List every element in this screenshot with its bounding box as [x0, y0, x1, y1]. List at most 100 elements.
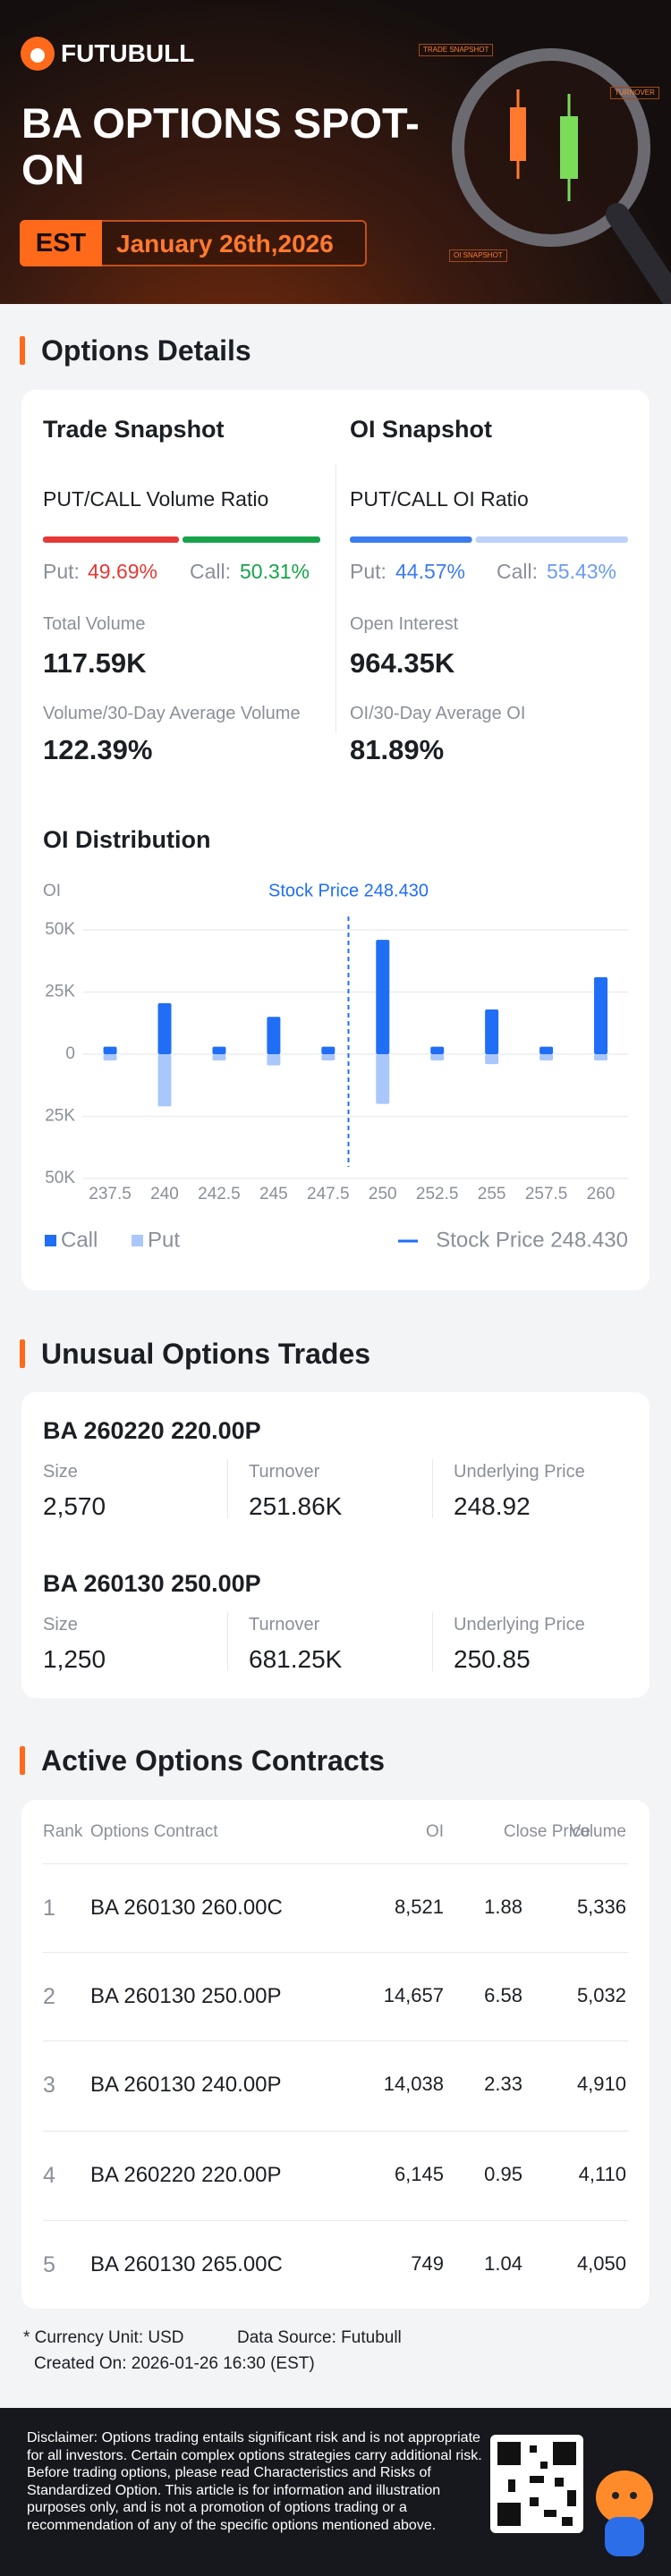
y-tick-label: 25K	[45, 1107, 75, 1126]
cell: 1.88	[484, 1896, 522, 1918]
bar	[430, 1054, 445, 1060]
field-label: Turnover	[249, 1615, 320, 1634]
metric-label: Total Volume	[43, 614, 146, 634]
header: FUTUBULL TRADE SNAPSHOT TURNOVER OI SNAP…	[0, 0, 671, 304]
field-value: 2,570	[43, 1492, 106, 1520]
bar	[594, 1054, 608, 1060]
brand: FUTUBULL	[61, 39, 195, 67]
cell: 0.95	[484, 2163, 522, 2185]
column-header: Options Contract	[90, 1822, 218, 1841]
bar	[157, 1003, 172, 1054]
bar	[485, 1009, 499, 1054]
ratio-bars	[43, 536, 628, 543]
call-ratio-bar	[183, 536, 320, 543]
bar	[594, 976, 608, 1054]
row-separator	[43, 1952, 628, 1953]
decor-label: OI SNAPSHOT	[449, 249, 507, 262]
contract: BA 260130 250.00P	[43, 1570, 261, 1597]
qr-and-mascot	[490, 2435, 653, 2556]
cell: 4,050	[576, 2252, 626, 2275]
field-value: 248.92	[454, 1492, 531, 1520]
qr-pattern	[497, 2442, 576, 2526]
x-tick-label: 240	[150, 1185, 179, 1204]
row-separator	[43, 1863, 628, 1864]
divider	[227, 1612, 228, 1671]
decor-label: TURNOVER	[610, 87, 659, 99]
row-separator	[43, 2220, 628, 2221]
oi-chart: OI Distribution OI 50K 25K 0 25K 50K 237.5 240…	[43, 826, 628, 1252]
field-value: 1,250	[43, 1645, 106, 1673]
ratio-title: PUT/CALL OI Ratio	[350, 487, 529, 511]
unusual-trades-card: BA 260220 220.00P Size 2,570 Turnover 251.86…	[21, 1392, 650, 1698]
x-tick-label: 237.5	[89, 1185, 132, 1204]
x-tick-label: 257.5	[525, 1185, 568, 1204]
cell: 4,110	[578, 2163, 626, 2185]
legend-swatch	[132, 1235, 143, 1246]
column-header: Volume	[569, 1822, 626, 1841]
cell: 5	[43, 2252, 55, 2277]
field-value: 681.25K	[249, 1645, 343, 1673]
bar	[212, 1054, 226, 1060]
section-marker	[20, 1746, 25, 1775]
mascot-eye	[630, 2492, 637, 2499]
metric-label: Volume/30-Day Average Volume	[43, 704, 301, 723]
y-tick-label: 0	[65, 1044, 75, 1063]
row-separator	[43, 2131, 628, 2132]
cell: 8,521	[394, 1896, 444, 1918]
metric-value: 81.89%	[350, 734, 445, 765]
magnifier	[452, 48, 650, 247]
currency-note: * Currency Unit: USD	[23, 2328, 184, 2347]
bar	[267, 1054, 281, 1066]
put-label: Put:	[43, 560, 80, 583]
metric-value: 964.35K	[350, 647, 455, 679]
mascot-body	[605, 2517, 644, 2556]
column-header: Close Price	[503, 1822, 590, 1841]
cell: BA 260130 260.00C	[90, 1896, 283, 1920]
section-marker	[20, 1339, 25, 1368]
call-ratio-bar	[475, 536, 628, 543]
bar	[539, 1046, 554, 1054]
cell: 6,145	[394, 2163, 444, 2185]
y-tick-label: 50K	[45, 920, 75, 939]
section-title: Options Details	[41, 334, 251, 367]
legend-label: Call	[61, 1228, 98, 1252]
x-tick-label: 255	[478, 1185, 506, 1204]
cell: 3	[43, 2073, 55, 2098]
x-tick-label: 242.5	[198, 1185, 241, 1204]
active-contracts-table: Rank Options Contract OI Close Price Volume 1…	[21, 1800, 650, 2309]
field-label: Size	[43, 1615, 78, 1634]
bar	[376, 1054, 390, 1104]
column-header: Rank	[43, 1822, 83, 1841]
cell: BA 260130 250.00P	[90, 1984, 282, 2008]
mascot-eye	[612, 2492, 619, 2499]
section-title: Active Options Contracts	[41, 1744, 386, 1777]
cell: 4,910	[576, 2073, 626, 2095]
magnifier-handle	[606, 203, 671, 304]
field-value: 251.86K	[249, 1492, 343, 1520]
call-label: Call:	[190, 560, 232, 583]
bar	[430, 1046, 445, 1054]
legend-label: Put	[148, 1228, 180, 1252]
cell: 1.04	[484, 2252, 522, 2275]
field-label: Underlying Price	[454, 1615, 585, 1634]
call-label: Call:	[497, 560, 539, 583]
cell: 2	[43, 1984, 55, 2009]
call-value: 55.43%	[547, 560, 617, 583]
disclaimer: Disclaimer: Options trading entails sign…	[27, 2430, 482, 2533]
put-label: Put:	[350, 560, 386, 583]
cell: 6.58	[484, 1984, 522, 2006]
bar	[321, 1046, 336, 1054]
put-value: 49.69%	[88, 560, 158, 583]
cell: 14,038	[383, 2073, 444, 2095]
created-note: Created On: 2026-01-26 16:30 (EST)	[34, 2354, 315, 2373]
bar	[267, 1017, 281, 1054]
cell: 749	[411, 2252, 444, 2275]
y-tick-label: 25K	[45, 983, 75, 1001]
y-tick-label: 50K	[45, 1169, 75, 1187]
section-marker	[20, 336, 25, 365]
column-header: OI	[425, 1822, 444, 1841]
x-tick-label: 245	[259, 1185, 288, 1204]
mascot	[596, 2470, 653, 2524]
